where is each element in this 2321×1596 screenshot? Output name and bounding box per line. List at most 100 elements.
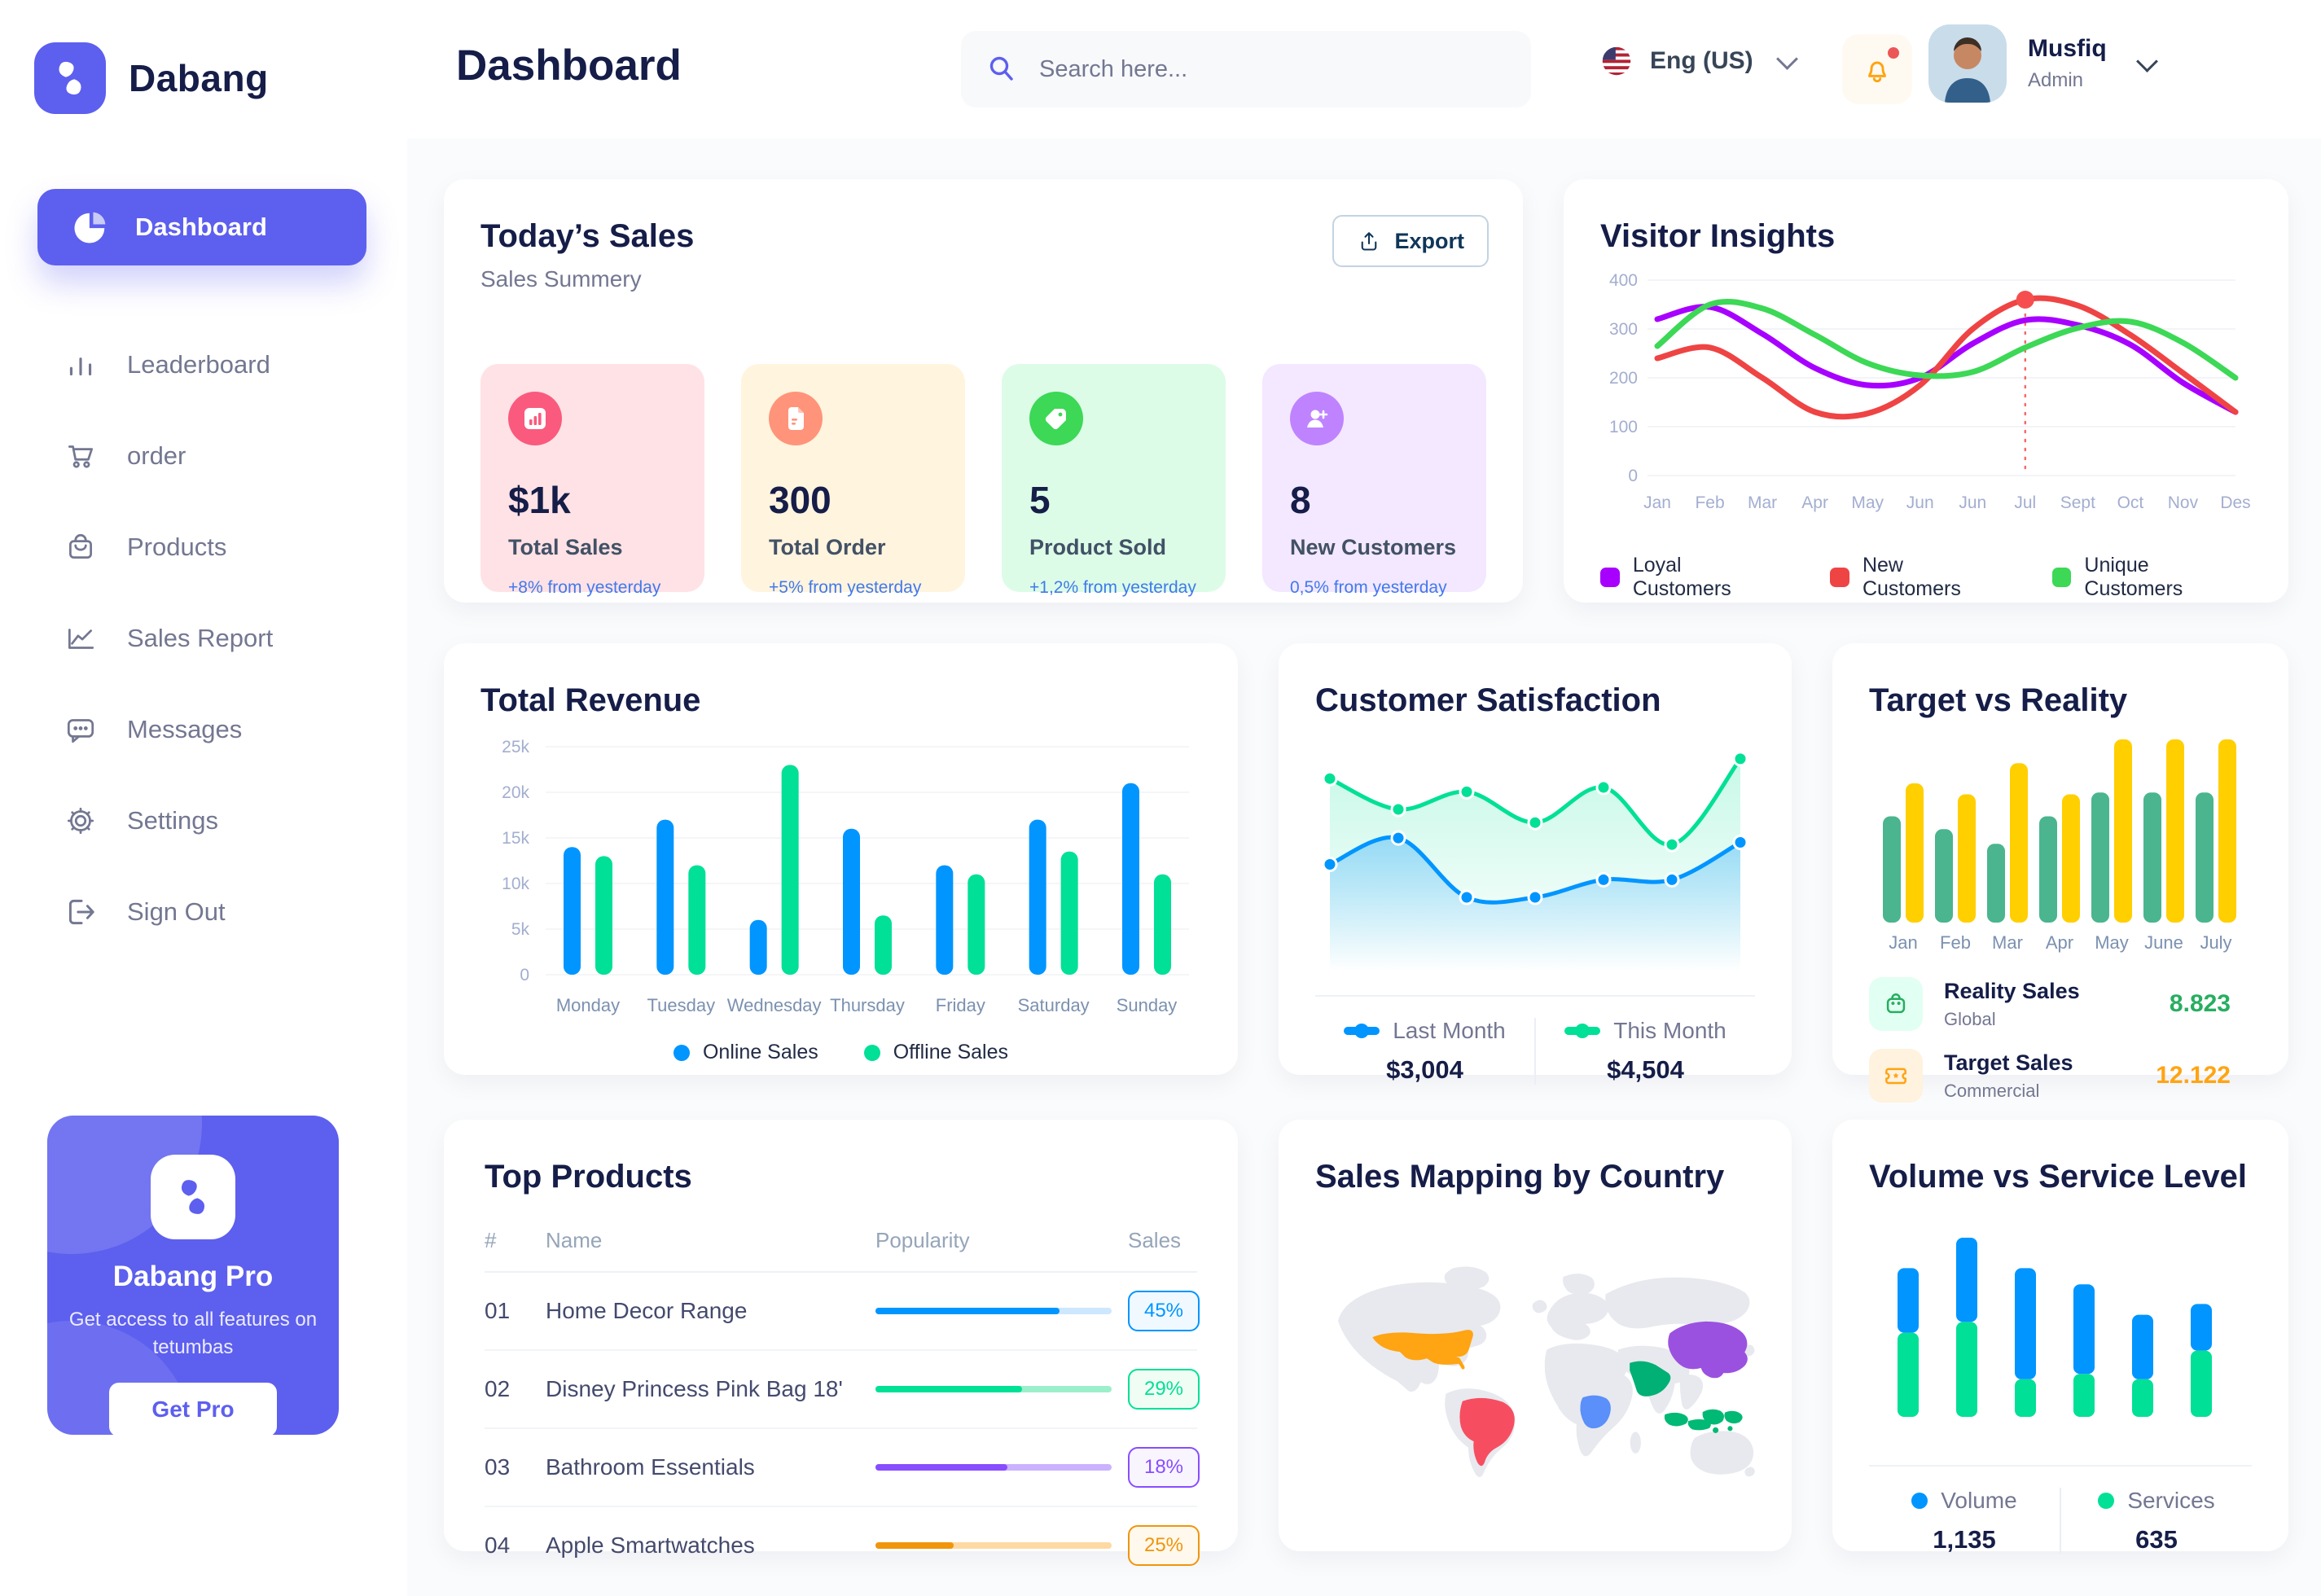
- sidebar-item-dashboard[interactable]: Dashboard: [37, 189, 366, 265]
- svg-text:Jun: Jun: [1906, 493, 1934, 512]
- search-input[interactable]: [1038, 55, 1497, 84]
- card-title: Volume vs Service Level: [1869, 1159, 2247, 1195]
- table-row: 01 Home Decor Range 45%: [485, 1273, 1200, 1351]
- stat-label: Total Sales: [508, 535, 623, 559]
- total-revenue-card: Total Revenue 0 5k 10k 15k 20k 25k Monday Tuesd…: [444, 643, 1238, 1075]
- sales-badge: 29%: [1128, 1369, 1200, 1410]
- svg-text:Jul: Jul: [2014, 493, 2036, 512]
- export-label: Export: [1394, 228, 1464, 253]
- svg-text:5k: 5k: [511, 920, 530, 939]
- card-title: Top Products: [485, 1159, 692, 1195]
- export-button[interactable]: Export: [1332, 215, 1489, 267]
- legend-volume: Volume 1,135: [1869, 1488, 2060, 1554]
- stat-delta: +8% from yesterday: [508, 578, 661, 597]
- table-header: # Name Popularity Sales: [485, 1228, 1197, 1273]
- card-title: Total Revenue: [480, 682, 701, 718]
- language-selector[interactable]: Eng (US): [1598, 42, 1798, 80]
- brand: Dabang: [0, 0, 407, 114]
- svg-text:25k: 25k: [502, 738, 529, 756]
- svg-text:Mar: Mar: [1748, 493, 1777, 512]
- product-name: Bathroom Essentials: [546, 1454, 755, 1480]
- sidebar-item-label: order: [127, 441, 186, 470]
- target-vs-reality-card: Target vs Reality Jan Feb Mar Apr May June Jul…: [1832, 643, 2288, 1103]
- export-icon: [1362, 232, 1377, 251]
- pro-description: Get access to all features on tetumbas: [68, 1309, 318, 1358]
- us-flag-icon: [1602, 46, 1631, 76]
- sidebar-item-messages[interactable]: Messages: [0, 684, 407, 775]
- pro-logo-icon: [151, 1155, 235, 1239]
- svg-text:100: 100: [1609, 418, 1638, 436]
- profile-menu[interactable]: Musfiq Admin: [1928, 24, 2158, 103]
- notifications-button[interactable]: [1842, 34, 1912, 104]
- message-icon: [67, 719, 94, 743]
- brand-logo-icon: [34, 42, 106, 114]
- legend-last-month: Last Month $3,004: [1315, 1018, 1534, 1085]
- svg-text:Thursday: Thursday: [830, 995, 905, 1015]
- notification-badge: [1888, 47, 1899, 59]
- sidebar-item-settings[interactable]: Settings: [0, 775, 407, 866]
- legend-label: Volume: [1941, 1488, 2017, 1513]
- search-bar: [961, 31, 1531, 107]
- svg-text:May: May: [1851, 493, 1884, 512]
- col-num: #: [485, 1228, 497, 1252]
- sidebar-item-label: Dashboard: [135, 213, 267, 241]
- language-label: Eng (US): [1650, 47, 1753, 74]
- popularity-bar: [875, 1542, 1128, 1549]
- svg-text:10k: 10k: [502, 875, 529, 893]
- card-title: Target vs Reality: [1869, 682, 2128, 718]
- sidebar-item-sign-out[interactable]: Sign Out: [0, 866, 407, 958]
- legend-label: Last Month: [1393, 1018, 1506, 1043]
- stat-value: 5: [1029, 479, 1051, 521]
- stat-label: Total Order: [769, 535, 886, 559]
- sidebar-item-sales-report[interactable]: Sales Report: [0, 593, 407, 684]
- country-saudi: [1630, 1361, 1671, 1396]
- sidebar-item-leaderboard[interactable]: Leaderboard: [0, 319, 407, 410]
- stat-value: 8: [1290, 479, 1311, 521]
- legend-label: Target Sales: [1944, 1050, 2073, 1075]
- avatar: [1928, 24, 2007, 103]
- sidebar: Dabang Dashboard Leaderboard order: [0, 0, 407, 1596]
- get-pro-button[interactable]: Get Pro: [109, 1383, 277, 1435]
- legend-label: Reality Sales: [1944, 978, 2080, 1003]
- col-name: Name: [546, 1228, 603, 1252]
- svg-text:Apr: Apr: [2046, 932, 2073, 953]
- chart-legend: Online Sales Offline Sales: [480, 1041, 1201, 1064]
- svg-text:400: 400: [1609, 271, 1638, 290]
- country-usa: [1372, 1330, 1473, 1370]
- sidebar-item-label: Messages: [127, 715, 243, 743]
- svg-text:Sept: Sept: [2060, 493, 2095, 512]
- legend-value: $4,504: [1607, 1055, 1684, 1084]
- legend-item: Online Sales: [673, 1041, 818, 1064]
- chart-legend: Last Month $3,004 This Month $4,504: [1315, 1018, 1755, 1085]
- services-dot-icon: [2098, 1493, 2115, 1509]
- sidebar-item-label: Products: [127, 533, 227, 561]
- brand-name: Dabang: [129, 57, 269, 99]
- sidebar-item-label: Sales Report: [127, 624, 274, 652]
- stat-card-product-sold: 5 Product Sold +1,2% from yesterday: [1002, 364, 1226, 597]
- svg-text:300: 300: [1609, 320, 1638, 339]
- svg-text:May: May: [2095, 932, 2129, 953]
- legend-value: 635: [2135, 1525, 2178, 1554]
- customer-satisfaction-chart: [1322, 751, 1748, 971]
- svg-text:Jan: Jan: [1889, 932, 1917, 953]
- sales-map-card: Sales Mapping by Country: [1279, 1120, 1792, 1551]
- sidebar-item-label: Settings: [127, 806, 219, 835]
- svg-text:Friday: Friday: [936, 995, 985, 1015]
- volume-dot-icon: [1911, 1493, 1928, 1509]
- stat-card-total-sales: $1k Total Sales +8% from yesterday: [480, 364, 704, 597]
- sidebar-item-label: Sign Out: [127, 897, 226, 926]
- sidebar-item-products[interactable]: Products: [0, 502, 407, 593]
- legend-label: This Month: [1613, 1018, 1726, 1043]
- country-china: [1668, 1321, 1748, 1379]
- visitor-insights-chart: 400 300 200 100 0 Jan Feb Mar Apr May Jun Jun Jul Sep…: [1609, 271, 2251, 512]
- sidebar-item-order[interactable]: order: [0, 410, 407, 502]
- svg-text:200: 200: [1609, 369, 1638, 388]
- gear-icon: [67, 807, 94, 835]
- visitor-insights-card: Visitor Insights 400 300 200 100 0 Jan Feb Mar A…: [1564, 179, 2288, 603]
- legend-value: 1,135: [1933, 1525, 1996, 1554]
- user-role: Admin: [2028, 69, 2084, 91]
- last-month-marker-icon: [1344, 1024, 1380, 1038]
- product-name: Home Decor Range: [546, 1298, 748, 1323]
- stat-value: 300: [769, 479, 831, 521]
- line-chart-icon: [68, 629, 94, 649]
